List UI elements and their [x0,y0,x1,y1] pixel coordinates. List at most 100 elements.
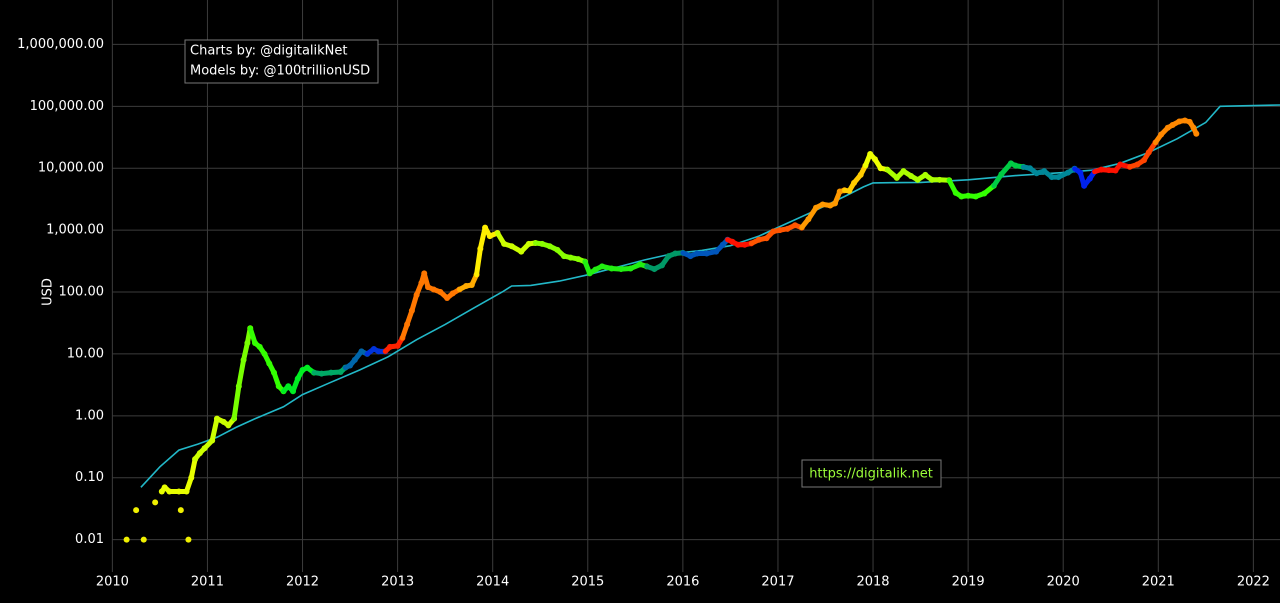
x-tick-label: 2021 [1142,575,1175,590]
price-point [161,484,168,491]
price-point [784,225,791,232]
x-tick-label: 2018 [856,575,889,590]
x-tick-label: 2012 [286,575,319,590]
y-tick-label: 10.00 [67,346,104,361]
price-point [1055,174,1062,181]
price-point [1077,169,1084,176]
price-point [213,415,220,422]
price-point [877,165,884,172]
grid [111,0,1280,572]
price-point [418,279,425,286]
price-point [261,350,268,357]
price-point [1112,167,1119,174]
price-point [763,235,770,242]
price-point [152,499,159,506]
price-point [430,286,437,293]
price-point [908,172,915,179]
price-point [266,360,273,367]
price-point [554,246,561,253]
price-point [1007,160,1014,167]
price-point [1169,121,1176,128]
price-point [175,488,182,495]
price-point [998,171,1005,178]
credit: Models by: @100trillionUSD [190,64,370,79]
price-point [735,241,742,248]
price-point [755,236,762,243]
price-point [651,266,658,273]
price-point [928,176,935,183]
y-tick-label: 1,000.00 [46,223,104,238]
price-point [185,536,192,543]
price-point [1012,162,1019,169]
price-point [965,192,972,199]
price-point [812,204,819,211]
price-point [404,321,411,328]
price-point [618,266,625,273]
x-tick-label: 2010 [96,575,129,590]
price-point [1186,118,1193,125]
link[interactable]: https://digitalik.net [809,467,933,482]
price-point [123,536,130,543]
price-point [318,370,325,377]
price-point [1190,124,1197,131]
price-point [1033,170,1040,177]
link-box [801,459,942,488]
x-tick-label: 2011 [191,575,224,590]
price-point [567,254,574,261]
price-point [827,202,834,209]
x-tick-label: 2013 [381,575,414,590]
price-point [177,507,184,514]
price-point [244,340,251,347]
credit: Charts by: @digitalikNet [190,44,348,59]
price-point [235,383,242,390]
price-line [477,225,500,252]
y-tick-label: 1,000,000.00 [17,37,104,52]
x-tick-label: 2017 [761,575,794,590]
price-point [539,240,546,247]
price-point [952,189,959,196]
price-point [444,295,451,302]
price-point [819,201,826,208]
x-tick-label: 2015 [571,575,604,590]
price-point [608,265,615,272]
price-point [857,171,864,178]
price-point [328,369,335,376]
connector [231,383,242,422]
price-point [425,284,432,291]
price-point [294,375,301,382]
price-point [575,256,582,263]
price-point [201,445,208,452]
y-tick-label: 0.10 [75,470,104,485]
credits-box [184,39,379,84]
price-point [408,307,415,314]
price-point [1158,131,1165,138]
price-point [501,240,508,247]
price-point [449,290,456,297]
price-point [437,289,444,296]
price-point [209,437,216,444]
price-line [1077,169,1098,189]
price-line [867,151,890,173]
price-line [236,325,253,389]
price-point [958,193,965,200]
y-tick-label: 10,000.00 [38,161,104,176]
price-point [290,388,297,395]
price-point [586,270,593,277]
x-tick-label: 2020 [1047,575,1080,590]
price-point [285,383,292,390]
price-point [846,187,853,194]
price-point [1086,175,1093,182]
price-point [703,250,710,257]
price-point [351,356,358,363]
price-point [851,179,858,186]
model-line [140,104,1280,488]
price-line [805,187,847,222]
price-point [1164,124,1171,131]
price-point [299,367,306,374]
price-point [1176,118,1183,125]
price-point [561,253,568,260]
price-point [599,263,606,270]
price-point [1048,174,1055,181]
price-point [592,266,599,273]
